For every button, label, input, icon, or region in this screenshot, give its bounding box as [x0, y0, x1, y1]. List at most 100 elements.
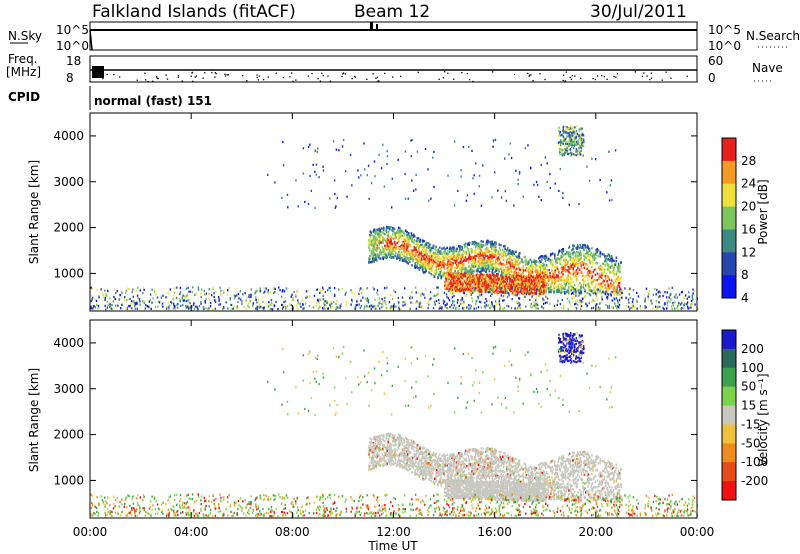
nsearch-tick-top: 10^5 [708, 23, 741, 37]
power-echo-cell [512, 254, 514, 257]
power-echo-cell [403, 237, 405, 241]
power-echo-cell [613, 272, 615, 275]
power-echo-cell [397, 240, 400, 243]
power-echo-cell [492, 262, 494, 266]
nave-dot [453, 78, 455, 80]
nave-dot [378, 80, 380, 82]
freq-tick-bottom: 8 [66, 71, 74, 85]
power-echo-cell [471, 268, 474, 272]
power-echo-cell [390, 240, 393, 243]
power-echo-cell [560, 291, 562, 294]
nave-dot [564, 80, 566, 82]
power-echo-cell [378, 239, 381, 242]
nave-dot [289, 76, 291, 78]
power-echo-cell [499, 261, 502, 264]
power-echo-cell [485, 261, 488, 265]
nave-dot [177, 76, 179, 79]
nave-dot [613, 75, 615, 78]
power-echo-cell [506, 249, 508, 252]
power-echo-cell [580, 257, 582, 260]
power-echo-cell [371, 244, 373, 247]
power-echo-cell [379, 251, 382, 254]
power-echo-cell [560, 266, 562, 269]
power-echo-cell [544, 267, 546, 271]
power-echo-cell [606, 287, 608, 291]
power-echo-cell [402, 230, 404, 233]
power-echo-cell [479, 262, 481, 265]
power-echo-cell [607, 253, 609, 256]
power-echo-cell [522, 261, 524, 264]
power-echo-cell [569, 259, 572, 262]
power-echo-cell [426, 250, 429, 253]
nave-dot [601, 74, 603, 77]
power-echo-cell [482, 255, 485, 258]
power-echo-cell [546, 281, 549, 284]
nave-dot [329, 80, 332, 82]
nave-dot [256, 74, 258, 76]
nave-dot [528, 74, 531, 76]
nave-dot [447, 72, 449, 74]
nave-dot [282, 76, 285, 79]
power-echo-cell [511, 265, 513, 268]
nave-dot [166, 78, 169, 80]
power-echo-cell [602, 281, 605, 284]
power-echo-cell [567, 253, 569, 256]
power-echo-cell [435, 245, 437, 248]
power-echo-cell [581, 246, 583, 249]
power-echo-cell [381, 238, 384, 242]
power-echo-cell [591, 265, 593, 269]
nave-dot [195, 75, 198, 77]
power-echo-cell [475, 244, 477, 247]
power-echo-cell [577, 284, 579, 287]
power-echo-cell [429, 243, 431, 246]
power-echo-cell [548, 259, 551, 262]
power-echo-cell [506, 263, 508, 266]
power-echo-cell [538, 257, 540, 260]
power-echo-cell [491, 247, 494, 250]
power-echo-cell [507, 250, 510, 253]
power-echo-cell [616, 265, 619, 269]
power-echo-cell [452, 258, 454, 261]
power-echo-cell [430, 247, 433, 250]
nave-dot [615, 76, 617, 78]
power-echo-cell [562, 250, 565, 253]
power-echo-cell [579, 282, 581, 285]
nave-dot [442, 77, 444, 79]
power-echo-cell [479, 250, 481, 253]
nave-label: Nave [752, 61, 783, 75]
power-echo-cell [509, 269, 512, 272]
power-echo-cell [504, 247, 506, 250]
power-echo-cell [568, 245, 571, 248]
power-echo-cell [536, 264, 538, 267]
power-echo-cell [602, 271, 604, 274]
power-echo-cell [558, 282, 560, 286]
nave-dot [177, 75, 180, 77]
power-echo-cell [451, 267, 453, 270]
nave-dot [528, 75, 530, 77]
power-echo-cell [473, 270, 475, 273]
power-echo-cell [617, 270, 619, 273]
power-echo-cell [446, 263, 448, 266]
power-echo-cell [529, 270, 531, 273]
power-echo-cell [547, 272, 549, 275]
power-echo-cell [430, 249, 433, 252]
power-echo-cell [453, 253, 455, 256]
power-echo-cell [616, 277, 619, 280]
power-echo-cell [613, 266, 615, 269]
power-echo-cell [401, 244, 403, 247]
nave-dot [258, 75, 261, 77]
power-echo-cell [565, 256, 567, 259]
power-echo-cell [517, 255, 519, 258]
power-echo-cell [580, 246, 582, 249]
power-echo-cell [393, 241, 395, 244]
power-echo-cell [396, 241, 398, 244]
power-echo-cell [551, 275, 554, 278]
nave-dot [191, 71, 194, 74]
power-echo-cell [555, 260, 557, 263]
power-echo-cell [610, 285, 612, 289]
power-echo-cell [461, 266, 464, 269]
nave-dot [118, 76, 121, 78]
power-echo-cell [436, 262, 439, 266]
power-echo-cell [601, 273, 603, 277]
